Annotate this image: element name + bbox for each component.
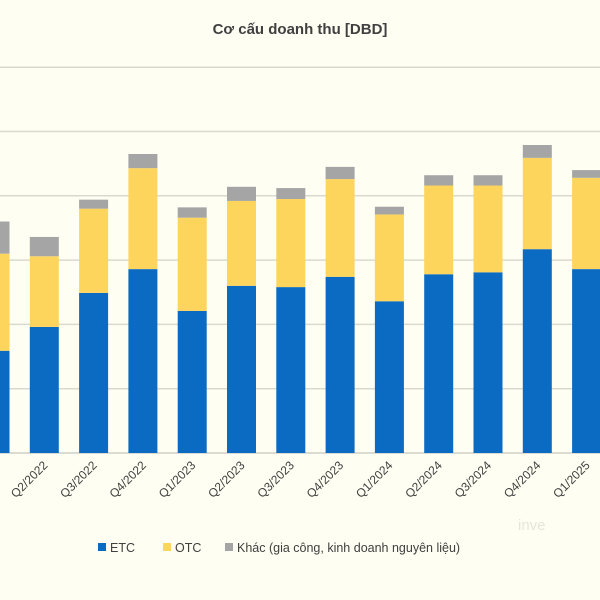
watermark: inve	[518, 517, 546, 534]
bar-other	[79, 199, 109, 209]
legend-swatch	[98, 543, 106, 551]
x-tick-label: Q4/2023	[304, 458, 347, 501]
bar-etc	[79, 292, 109, 453]
bar-otc	[29, 256, 59, 327]
x-tick-label: Q4/2022	[107, 458, 150, 501]
bar-otc	[374, 214, 404, 302]
x-tick-label: Q3/2023	[254, 458, 297, 501]
x-tick-label: Q3/2024	[452, 458, 495, 501]
bar-etc	[325, 276, 355, 453]
bar-other	[522, 145, 552, 158]
x-tick-label: Q2/2023	[205, 458, 248, 501]
legend-swatch	[163, 543, 171, 551]
bar-otc	[276, 199, 306, 288]
x-tick-label: Q3/2022	[57, 458, 100, 501]
bar-etc	[522, 249, 552, 453]
bar-other	[424, 175, 454, 186]
bar-etc	[227, 285, 256, 453]
x-tick-label: Q1/2023	[156, 458, 199, 501]
x-tick-label: Q2/2024	[402, 458, 445, 501]
legend-label: Khác (gia công, kinh doanh nguyên liệu)	[237, 541, 460, 555]
bar-otc	[79, 208, 109, 293]
x-axis-ticks: Q2/2022 Q3/2022 Q4/2022 Q1/2023 Q2/2023 Q3/20…	[8, 458, 593, 501]
bar-etc	[0, 350, 10, 453]
x-tick-label: Q1/2025	[550, 458, 593, 501]
bar-otc	[572, 177, 600, 270]
bar-otc	[227, 200, 256, 286]
bar-other	[572, 170, 600, 178]
bar-otc	[128, 168, 158, 270]
bar-etc	[374, 301, 404, 453]
x-tick-label: Q2/2022	[8, 458, 51, 501]
bar-etc	[572, 269, 600, 453]
x-tick-label: Q4/2024	[501, 458, 544, 501]
bar-other	[0, 221, 10, 254]
bar-etc	[473, 272, 503, 453]
chart-title: Cơ cấu doanh thu [DBD]	[213, 21, 388, 38]
bar-other	[128, 154, 158, 169]
bar-otc	[325, 179, 355, 277]
bar-etc	[29, 326, 59, 453]
bar-otc	[473, 185, 503, 273]
bar-other	[374, 206, 404, 215]
bar-etc	[276, 287, 306, 453]
legend: ETC OTC Khác (gia công, kinh doanh nguyên …	[98, 541, 460, 555]
bar-otc	[177, 217, 207, 311]
x-tick-label: Q1/2024	[353, 458, 396, 501]
bar-otc	[522, 157, 552, 250]
bar-otc	[0, 253, 10, 351]
bar-other	[473, 175, 503, 186]
bar-otc	[424, 185, 454, 275]
bar-etc	[128, 269, 158, 453]
bar-other	[29, 236, 59, 257]
bar-other	[227, 186, 256, 201]
bars	[0, 145, 600, 453]
legend-swatch	[225, 543, 233, 551]
bar-other	[177, 207, 207, 218]
legend-label: OTC	[175, 541, 201, 555]
bar-etc	[424, 274, 454, 453]
bar-other	[276, 188, 306, 200]
bar-other	[325, 166, 355, 180]
legend-label: ETC	[110, 541, 135, 555]
bar-etc	[177, 310, 207, 453]
